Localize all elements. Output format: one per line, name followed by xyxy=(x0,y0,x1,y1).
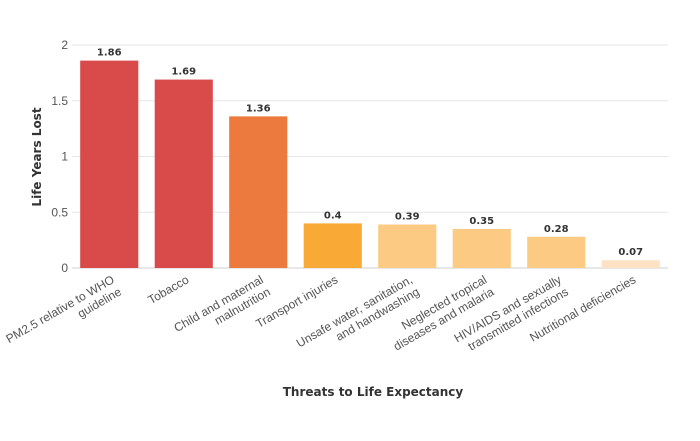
bar[interactable] xyxy=(527,236,586,268)
y-tick-label: 2 xyxy=(61,38,68,52)
bar-value-label: 1.86 xyxy=(97,48,122,59)
y-tick-label: 0 xyxy=(61,261,68,275)
x-axis-title: Threats to Life Expectancy xyxy=(283,385,464,399)
y-axis-title: Life Years Lost xyxy=(30,107,44,206)
bar-value-label: 0.4 xyxy=(324,210,342,221)
bar[interactable] xyxy=(303,223,362,268)
y-tick-label: 1.5 xyxy=(51,94,68,108)
x-tick-label-line: Tobacco xyxy=(146,272,192,307)
y-tick-label: 0.5 xyxy=(51,205,68,219)
bar-value-label: 0.07 xyxy=(618,247,643,258)
bar[interactable] xyxy=(154,79,213,268)
bar[interactable] xyxy=(229,116,288,268)
bar-value-label: 0.39 xyxy=(395,212,420,223)
bar-value-label: 1.36 xyxy=(246,103,271,114)
bar[interactable] xyxy=(80,60,139,268)
bar[interactable] xyxy=(452,228,511,268)
bar[interactable] xyxy=(378,224,437,268)
bar-value-label: 0.35 xyxy=(469,216,494,227)
bar[interactable] xyxy=(601,260,660,268)
y-tick-label: 1 xyxy=(61,150,68,164)
x-tick-label: Tobacco xyxy=(146,272,192,307)
y-axis-ticks: 0 0.5 1 1.5 2 xyxy=(51,38,68,275)
bar-value-label: 0.28 xyxy=(544,224,569,235)
bars: 1.86 1.69 1.36 0.4 0.39 0.35 0.28 0.07 xyxy=(80,48,660,268)
bar-value-label: 1.69 xyxy=(171,67,196,78)
